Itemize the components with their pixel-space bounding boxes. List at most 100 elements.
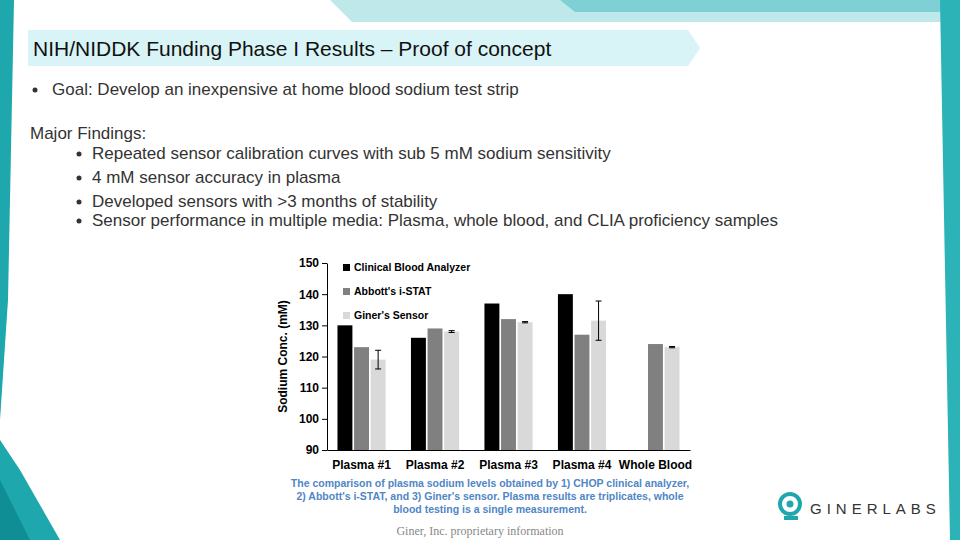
error-cap	[449, 332, 455, 333]
x-tick: Plasma #3	[479, 450, 538, 472]
y-tick-label: 130	[299, 319, 319, 333]
error-bar	[669, 347, 675, 348]
x-tick: Plasma #2	[406, 450, 465, 472]
x-tick-label: Plasma #2	[406, 458, 465, 472]
x-tick: Whole Blood	[619, 450, 692, 472]
error-cap	[669, 346, 675, 347]
y-tick-label: 110	[300, 381, 320, 395]
y-tick-mark	[322, 263, 327, 264]
caption: 2) Abbott's i-STAT, and 3) Giner's senso…	[297, 490, 684, 502]
legend-label: Clinical Blood Analyzer	[354, 261, 470, 273]
y-tick-label: 90	[306, 443, 320, 457]
bar	[501, 319, 516, 450]
error-cap	[522, 321, 528, 322]
decorations	[0, 0, 960, 540]
y-tick-label: 100	[299, 412, 319, 426]
y-tick-mark	[322, 419, 327, 420]
title-banner	[28, 30, 700, 66]
y-tick-label: 140	[299, 288, 319, 302]
y-tick: 110	[300, 381, 327, 395]
y-tick-mark	[322, 294, 327, 295]
deco-band	[0, 480, 30, 540]
bullet-dot	[77, 219, 82, 224]
y-axis: 90 100 110 120 130 140 150	[299, 256, 328, 457]
slide: NIH/NIDDK Funding Phase I Results – Proo…	[0, 0, 960, 540]
bullet: Goal: Develop an inexpensive at home blo…	[52, 80, 519, 99]
logo-text: GINERLABS	[810, 500, 941, 517]
bar	[411, 338, 426, 450]
bar	[484, 304, 499, 450]
deco-band	[940, 0, 960, 540]
bar	[354, 347, 369, 450]
finding: Sensor performance in multiple media: Pl…	[92, 211, 778, 230]
logo-icon	[787, 501, 794, 508]
error-bar	[596, 301, 602, 340]
y-axis-title: Sodium Conc. (mM)	[276, 300, 290, 413]
y-tick: 100	[299, 412, 327, 426]
legend-swatch	[343, 264, 350, 271]
legend-label: Giner's Sensor	[354, 309, 428, 321]
error-cap	[596, 340, 602, 341]
bar	[337, 325, 352, 450]
bullet-dot	[77, 176, 82, 181]
findings-heading: Major Findings:	[30, 124, 146, 143]
finding: 4 mM sensor accuracy in plasma	[92, 168, 341, 187]
bar	[591, 321, 606, 450]
y-tick-label: 120	[299, 350, 319, 364]
error-cap	[669, 347, 675, 348]
bar	[444, 332, 459, 450]
legend-swatch	[343, 288, 350, 295]
bar	[665, 347, 680, 450]
x-tick-label: Plasma #3	[479, 458, 538, 472]
legend-label: Abbott's i-STAT	[354, 285, 432, 297]
y-tick: 150	[299, 256, 327, 270]
legend: Clinical Blood Analyzer Abbott's i-STAT Gi…	[343, 261, 470, 321]
y-axis-line	[327, 264, 328, 451]
x-tick: Plasma #1	[332, 450, 391, 472]
title: NIH/NIDDK Funding Phase I Results – Proo…	[33, 37, 551, 60]
y-tick-mark	[322, 325, 327, 326]
error-line	[378, 350, 379, 369]
caption: blood testing is a single measurement.	[393, 503, 587, 515]
logo-icon	[780, 494, 800, 514]
bars	[337, 294, 679, 450]
y-tick-mark	[322, 450, 327, 451]
logo-icon	[784, 516, 798, 520]
deco-band	[0, 0, 14, 420]
y-tick: 130	[299, 319, 327, 333]
error-cap	[375, 350, 381, 351]
y-tick-mark	[322, 388, 327, 389]
finding: Developed sensors with >3 months of stab…	[92, 192, 438, 211]
footer: Giner, Inc. proprietary information	[396, 524, 563, 538]
chart: 90100110120130140150Plasma #1Plasma #2Pl…	[276, 256, 692, 471]
deco-band	[0, 440, 60, 540]
bullet-dot	[33, 88, 38, 93]
finding: Repeated sensor calibration curves with …	[92, 144, 611, 163]
x-tick-label: Plasma #1	[332, 458, 391, 472]
caption: The comparison of plasma sodium levels o…	[291, 477, 689, 489]
x-tick-label: Plasma #4	[553, 458, 612, 472]
bullet-dot	[77, 200, 82, 205]
error-cap	[375, 368, 381, 369]
bar	[575, 335, 590, 450]
bar	[428, 328, 443, 450]
error-line	[598, 301, 599, 340]
bar	[371, 360, 386, 450]
x-tick-label: Whole Blood	[619, 458, 692, 472]
x-axis-line	[328, 450, 691, 451]
error-bar	[375, 350, 381, 369]
bullet-dot	[77, 152, 82, 157]
y-tick: 120	[299, 350, 327, 364]
deco-band	[330, 0, 960, 22]
bar	[648, 344, 663, 450]
legend-swatch	[343, 312, 350, 319]
logo: GINERLABS	[780, 494, 941, 520]
y-tick-label: 150	[299, 256, 319, 270]
bar	[558, 294, 573, 450]
y-tick-mark	[322, 357, 327, 358]
error-bar	[522, 322, 528, 323]
error-cap	[596, 301, 602, 302]
x-axis: Plasma #1 Plasma #2 Plasma #3 Plasma #4 Whol…	[328, 450, 693, 472]
bar	[518, 322, 533, 450]
y-tick: 90	[306, 443, 327, 457]
